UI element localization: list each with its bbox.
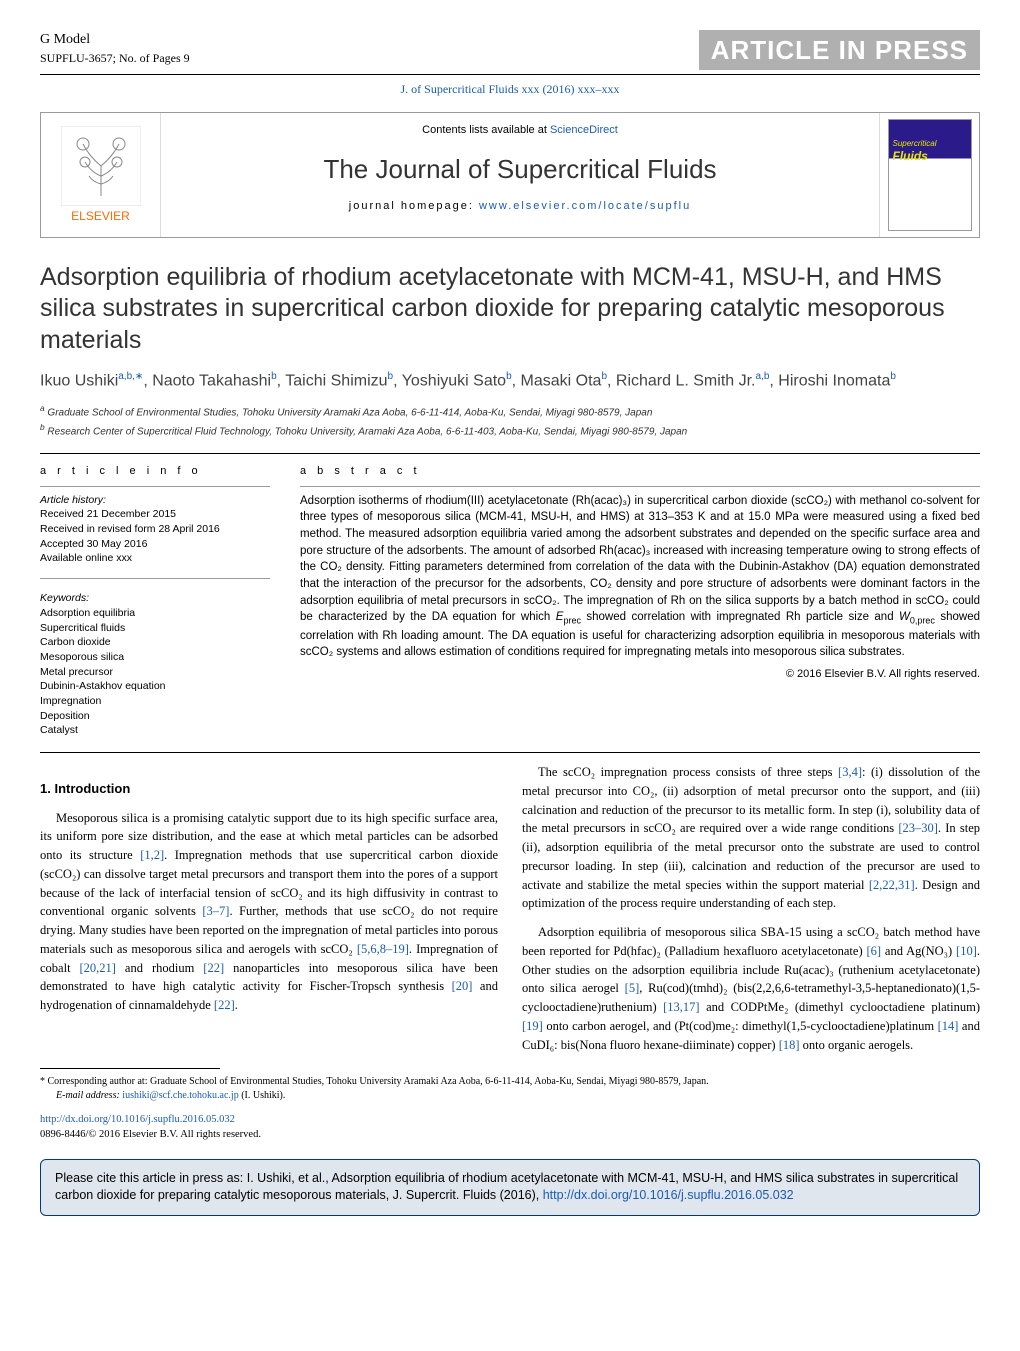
abstract-text: Adsorption isotherms of rhodium(III) ace… [300,493,980,661]
keyword-item: Adsorption equilibria [40,606,270,621]
keyword-item: Mesoporous silica [40,650,270,665]
publisher-name: ELSEVIER [71,208,130,225]
revised-date: Received in revised form 28 April 2016 [40,522,270,537]
g-model-block: G Model SUPFLU-3657; No. of Pages 9 [40,30,190,70]
keywords-list: Adsorption equilibriaSupercritical fluid… [40,606,270,738]
email-suffix: (I. Ushiki). [239,1090,286,1101]
cite-box: Please cite this article in press as: I.… [40,1159,980,1216]
contents-line: Contents lists available at ScienceDirec… [171,123,869,138]
model-ref: SUPFLU-3657; No. of Pages 9 [40,50,190,67]
doi-block: http://dx.doi.org/10.1016/j.supflu.2016.… [40,1113,980,1142]
authors-list: Ikuo Ushikia,b,∗, Naoto Takahashib, Taic… [40,370,980,393]
article-info-block: a r t i c l e i n f o Article history: R… [40,464,270,738]
divider [40,453,980,454]
g-model-label: G Model [40,30,190,50]
elsevier-tree-icon [61,126,141,206]
homepage-line: journal homepage: www.elsevier.com/locat… [171,199,869,214]
article-title: Adsorption equilibria of rhodium acetyla… [40,262,980,356]
page-root: G Model SUPFLU-3657; No. of Pages 9 ARTI… [0,0,1020,1246]
journal-title: The Journal of Supercritical Fluids [171,151,869,187]
publisher-logo-block: ELSEVIER [41,113,161,237]
email-link[interactable]: iushiki@scf.che.tohoku.ac.jp [122,1090,238,1101]
keyword-item: Catalyst [40,723,270,738]
body-columns: 1. Introduction Mesoporous silica is a p… [40,763,980,1054]
article-info-head: a r t i c l e i n f o [40,464,270,479]
abstract-copyright: © 2016 Elsevier B.V. All rights reserved… [300,667,980,682]
email-line: E-mail address: iushiki@scf.che.tohoku.a… [40,1089,980,1103]
header-box: ELSEVIER Contents lists available at Sci… [40,112,980,238]
article-in-press-banner: ARTICLE IN PRESS [699,30,980,70]
affiliation-b: b Research Center of Supercritical Fluid… [40,422,980,439]
info-abstract-row: a r t i c l e i n f o Article history: R… [40,464,980,738]
divider [40,752,980,753]
keyword-item: Deposition [40,709,270,724]
keyword-item: Supercritical fluids [40,621,270,636]
keyword-item: Metal precursor [40,665,270,680]
abstract-block: a b s t r a c t Adsorption isotherms of … [300,464,980,738]
thin-divider [300,486,980,487]
contents-prefix: Contents lists available at [422,124,550,136]
section-1-head: 1. Introduction [40,779,498,799]
body-paragraph: The scCO₂ impregnation process consists … [522,763,980,913]
journal-ref-link[interactable]: J. of Supercritical Fluids xxx (2016) xx… [401,82,620,96]
cover-line2: Fluids [893,148,928,165]
cite-link[interactable]: http://dx.doi.org/10.1016/j.supflu.2016.… [543,1188,794,1202]
cover-image: Supercritical Fluids [888,119,972,231]
article-history: Article history: Received 21 December 20… [40,493,270,566]
thin-divider [40,486,270,487]
doi-link[interactable]: http://dx.doi.org/10.1016/j.supflu.2016.… [40,1114,235,1125]
homepage-prefix: journal homepage: [349,200,479,212]
email-label: E-mail address: [56,1090,122,1101]
abstract-head: a b s t r a c t [300,464,980,479]
sciencedirect-link[interactable]: ScienceDirect [550,124,618,136]
corr-text: * Corresponding author at: Graduate Scho… [40,1075,980,1089]
accepted-date: Accepted 30 May 2016 [40,537,270,552]
body-paragraph: Mesoporous silica is a promising catalyt… [40,809,498,1015]
keyword-item: Dubinin-Astakhov equation [40,679,270,694]
homepage-link[interactable]: www.elsevier.com/locate/supflu [479,200,691,212]
keywords-label: Keywords: [40,591,270,606]
journal-ref-line: J. of Supercritical Fluids xxx (2016) xx… [40,81,980,98]
body-columns-wrapper: 1. Introduction Mesoporous silica is a p… [40,763,980,1054]
keyword-item: Carbon dioxide [40,635,270,650]
online-date: Available online xxx [40,551,270,566]
footnote-separator [40,1068,220,1069]
issn-line: 0896-8446/© 2016 Elsevier B.V. All right… [40,1129,261,1140]
top-bar: G Model SUPFLU-3657; No. of Pages 9 ARTI… [40,30,980,75]
affiliation-a: a Graduate School of Environmental Studi… [40,403,980,420]
cite-text: Please cite this article in press as: I.… [55,1171,958,1203]
corresponding-author-footnote: * Corresponding author at: Graduate Scho… [40,1075,980,1103]
keyword-item: Impregnation [40,694,270,709]
cover-thumbnail: Supercritical Fluids [879,113,979,237]
journal-header-center: Contents lists available at ScienceDirec… [161,113,879,237]
body-paragraph: Adsorption equilibria of mesoporous sili… [522,923,980,1054]
received-date: Received 21 December 2015 [40,507,270,522]
thin-divider [40,578,270,579]
history-label: Article history: [40,493,270,508]
